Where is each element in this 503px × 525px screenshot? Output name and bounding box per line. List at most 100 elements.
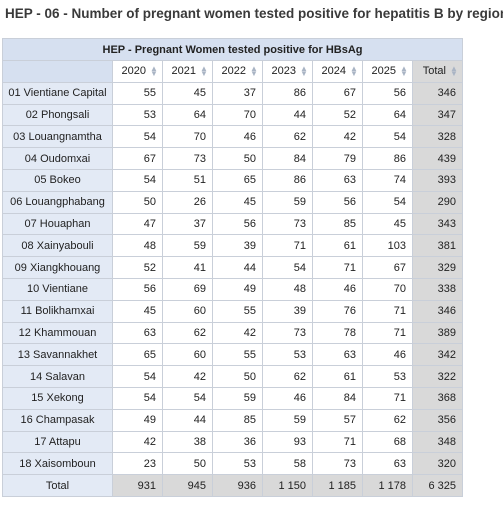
footer-value-cell: 936 <box>212 474 263 497</box>
row-label: 03 Louangnamtha <box>2 125 113 149</box>
value-cell: 54 <box>162 386 213 410</box>
value-cell: 42 <box>162 365 213 388</box>
sort-icon[interactable]: ▲ ▼ <box>350 64 358 79</box>
value-cell: 38 <box>162 430 213 454</box>
column-header-label: 2023 <box>271 65 296 78</box>
sort-icon[interactable]: ▲ ▼ <box>200 64 208 79</box>
value-cell: 62 <box>262 125 313 149</box>
value-cell: 54 <box>362 125 413 149</box>
sort-icon[interactable]: ▲ ▼ <box>450 64 458 79</box>
value-cell: 103 <box>362 234 413 258</box>
table-row: 14 Salavan 54 42 50 62 61 53 322 <box>2 365 463 388</box>
row-total-cell: 338 <box>412 277 463 301</box>
value-cell: 63 <box>312 168 363 192</box>
value-cell: 73 <box>262 321 313 345</box>
value-cell: 46 <box>312 277 363 301</box>
value-cell: 50 <box>112 190 163 214</box>
table-footer-row: Total 931 945 936 1 150 1 185 1 178 6 325 <box>2 474 463 497</box>
row-label: 15 Xekong <box>2 386 113 410</box>
value-cell: 59 <box>212 386 263 410</box>
row-total-cell: 439 <box>412 147 463 170</box>
column-header-2023[interactable]: 2023 ▲ ▼ <box>262 60 313 83</box>
value-cell: 71 <box>312 430 363 454</box>
value-cell: 62 <box>362 408 413 432</box>
value-cell: 54 <box>112 386 163 410</box>
value-cell: 71 <box>312 256 363 279</box>
value-cell: 53 <box>362 365 413 388</box>
column-header-total[interactable]: Total ▲ ▼ <box>412 60 463 83</box>
column-header-2021[interactable]: 2021 ▲ ▼ <box>162 60 213 83</box>
caption-row: HEP - Pregnant Women tested positive for… <box>2 38 463 61</box>
table-row: 07 Houaphan 47 37 56 73 85 45 343 <box>2 212 463 236</box>
value-cell: 42 <box>212 321 263 345</box>
table-row: 08 Xainyabouli 48 59 39 71 61 103 381 <box>2 234 463 258</box>
value-cell: 71 <box>262 234 313 258</box>
value-cell: 58 <box>262 452 313 476</box>
value-cell: 54 <box>262 256 313 279</box>
row-total-cell: 343 <box>412 212 463 236</box>
sort-icon[interactable]: ▲ ▼ <box>300 64 308 79</box>
value-cell: 46 <box>362 343 413 367</box>
value-cell: 57 <box>312 408 363 432</box>
table-row: 06 Louangphabang 50 26 45 59 56 54 290 <box>2 190 463 214</box>
row-label: 07 Houaphan <box>2 212 113 236</box>
table-row: 12 Khammouan 63 62 42 73 78 71 389 <box>2 321 463 345</box>
value-cell: 69 <box>162 277 213 301</box>
table-row: 10 Vientiane 56 69 49 48 46 70 338 <box>2 277 463 301</box>
value-cell: 55 <box>212 343 263 367</box>
column-header-2024[interactable]: 2024 ▲ ▼ <box>312 60 363 83</box>
value-cell: 37 <box>162 212 213 236</box>
row-total-cell: 381 <box>412 234 463 258</box>
column-header-2025[interactable]: 2025 ▲ ▼ <box>362 60 413 83</box>
row-label: 18 Xaisomboun <box>2 452 113 476</box>
value-cell: 56 <box>312 190 363 214</box>
sort-icon[interactable]: ▲ ▼ <box>250 64 258 79</box>
footer-value-cell: 1 185 <box>312 474 363 497</box>
value-cell: 86 <box>262 81 313 105</box>
value-cell: 54 <box>112 365 163 388</box>
value-cell: 51 <box>162 168 213 192</box>
value-cell: 50 <box>212 365 263 388</box>
row-label: 09 Xiangkhouang <box>2 256 113 279</box>
value-cell: 59 <box>262 408 313 432</box>
row-label: 05 Bokeo <box>2 168 113 192</box>
row-label: 14 Salavan <box>2 365 113 388</box>
value-cell: 60 <box>162 299 213 323</box>
value-cell: 44 <box>162 408 213 432</box>
value-cell: 56 <box>212 212 263 236</box>
value-cell: 47 <box>112 212 163 236</box>
row-label: 17 Attapu <box>2 430 113 454</box>
value-cell: 49 <box>212 277 263 301</box>
value-cell: 71 <box>362 299 413 323</box>
value-cell: 67 <box>312 81 363 105</box>
grand-total-cell: 6 325 <box>412 474 463 497</box>
value-cell: 50 <box>162 452 213 476</box>
value-cell: 67 <box>112 147 163 170</box>
value-cell: 50 <box>212 147 263 170</box>
value-cell: 63 <box>112 321 163 345</box>
footer-value-cell: 1 178 <box>362 474 413 497</box>
footer-value-cell: 1 150 <box>262 474 313 497</box>
value-cell: 62 <box>262 365 313 388</box>
column-header-row: 2020 ▲ ▼ 2021 ▲ ▼ 2022 ▲ ▼ 2023 ▲ ▼ 2024 ▲ ▼ 2025 ▲ ▼ Tota… <box>2 60 463 83</box>
value-cell: 41 <box>162 256 213 279</box>
row-total-cell: 389 <box>412 321 463 345</box>
value-cell: 39 <box>262 299 313 323</box>
row-total-cell: 348 <box>412 430 463 454</box>
value-cell: 64 <box>362 103 413 127</box>
sort-icon[interactable]: ▲ ▼ <box>400 64 408 79</box>
column-header-2020[interactable]: 2020 ▲ ▼ <box>112 60 163 83</box>
value-cell: 73 <box>262 212 313 236</box>
sort-icon[interactable]: ▲ ▼ <box>150 64 158 79</box>
value-cell: 37 <box>212 81 263 105</box>
value-cell: 73 <box>162 147 213 170</box>
value-cell: 52 <box>112 256 163 279</box>
value-cell: 67 <box>362 256 413 279</box>
table-row: 18 Xaisomboun 23 50 53 58 73 63 320 <box>2 452 463 476</box>
value-cell: 71 <box>362 386 413 410</box>
column-header-2022[interactable]: 2022 ▲ ▼ <box>212 60 263 83</box>
data-table-container: HEP - Pregnant Women tested positive for… <box>2 38 463 497</box>
footer-value-cell: 931 <box>112 474 163 497</box>
value-cell: 44 <box>212 256 263 279</box>
row-label: 01 Vientiane Capital <box>2 81 113 105</box>
